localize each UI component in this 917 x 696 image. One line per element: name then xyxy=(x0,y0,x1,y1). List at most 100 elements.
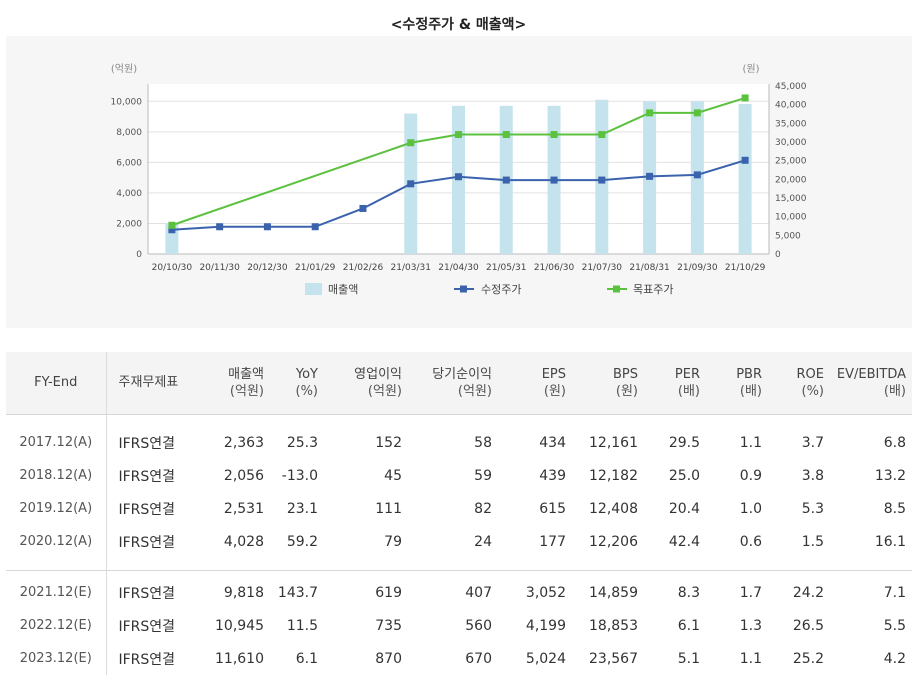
table-cell: 615 xyxy=(539,500,566,517)
table-cell: 11,610 xyxy=(215,650,264,667)
table-cell: 870 xyxy=(375,650,402,667)
legend-price-label: 수정주가 xyxy=(481,283,521,296)
column-header-label: PER xyxy=(674,366,700,382)
column-header-label: 주재무제표 xyxy=(118,375,179,391)
column-header: EPS (원) xyxy=(498,352,572,415)
adjusted-price-point xyxy=(693,171,701,179)
table-cell: 670 xyxy=(465,650,492,667)
x-tick-label: 20/12/30 xyxy=(247,263,288,273)
target-price-point xyxy=(455,131,462,139)
sales-bar xyxy=(738,104,752,254)
table-cell: 25.0 xyxy=(668,467,700,484)
left-tick-label: 8,000 xyxy=(116,128,142,138)
column-header-label: EV/EBITDA xyxy=(836,366,906,382)
x-tick-label: 21/05/31 xyxy=(486,263,526,273)
table-cell: 2019.12(A) xyxy=(6,492,107,525)
table-cell: 13.2 xyxy=(874,467,906,484)
left-axis-unit: (억원) xyxy=(111,63,137,75)
column-header-label: 영업이익 xyxy=(354,366,402,382)
table-cell: 0.9 xyxy=(739,467,762,484)
table-cell: 24.2 xyxy=(792,584,824,601)
table-cell: 2,363 xyxy=(223,434,264,451)
financial-table: FY-End 주재무제표 매출액 (억원) YoY (%) 영업이익 (억원) 당기순이익 (억원… xyxy=(6,352,912,675)
left-tick-label: 0 xyxy=(136,250,142,260)
legend-sales-swatch xyxy=(305,283,322,295)
spacer-row xyxy=(6,414,912,426)
table-cell: 0.6 xyxy=(739,533,762,550)
table-cell: 23.1 xyxy=(286,500,318,517)
table-cell: 29.5 xyxy=(668,434,700,451)
target-price-point xyxy=(646,109,654,117)
column-header-unit: (배) xyxy=(883,383,906,399)
table-cell: 4.2 xyxy=(883,650,906,667)
table-cell: 177 xyxy=(539,533,566,550)
table-cell: 24 xyxy=(474,533,492,550)
right-tick-label: 30,000 xyxy=(775,138,807,148)
target-price-point xyxy=(502,131,510,139)
table-cell: 79 xyxy=(384,533,402,550)
table-cell: 439 xyxy=(539,467,566,484)
table-cell: 1.5 xyxy=(801,533,824,550)
table-row: 2021.12(E) IFRS연결 9,818 143.7 619 407 3,052 14,… xyxy=(6,576,912,609)
column-header-label: BPS xyxy=(612,366,638,382)
adjusted-price-point xyxy=(216,223,224,231)
table-cell: 25.2 xyxy=(792,650,824,667)
table-cell: 2020.12(A) xyxy=(6,525,107,558)
table-cell: 58 xyxy=(474,434,492,451)
table-cell: 4,199 xyxy=(525,617,566,634)
x-tick-label: 21/06/30 xyxy=(534,263,575,273)
table-cell: 6.1 xyxy=(677,617,700,634)
table-cell: 1.3 xyxy=(739,617,762,634)
table-cell: 12,182 xyxy=(589,467,638,484)
x-tick-label: 21/07/30 xyxy=(582,263,623,273)
table-cell: 2,531 xyxy=(223,500,264,517)
adjusted-price-point xyxy=(455,173,462,181)
table-cell: 5.1 xyxy=(677,650,700,667)
column-header: ROE (%) xyxy=(768,352,830,415)
right-tick-label: 20,000 xyxy=(775,175,807,185)
table-cell: 143.7 xyxy=(277,584,318,601)
table-row: 2023.12(E) IFRS연결 11,610 6.1 870 670 5,024 23,5… xyxy=(6,642,912,675)
column-header: PBR (배) xyxy=(706,352,768,415)
adjusted-price-point xyxy=(598,176,606,184)
table-cell: 26.5 xyxy=(792,617,824,634)
x-tick-label: 21/04/30 xyxy=(438,263,479,273)
x-tick-label: 21/08/31 xyxy=(629,263,669,273)
right-tick-label: 10,000 xyxy=(775,213,807,223)
x-tick-label: 20/11/30 xyxy=(199,263,240,273)
column-header-unit: (%) xyxy=(295,383,319,399)
table-cell: 9,818 xyxy=(223,584,264,601)
column-header-label: FY-End xyxy=(34,375,78,391)
adjusted-price-point xyxy=(168,226,176,234)
table-cell: 1.1 xyxy=(739,650,762,667)
right-tick-label: 5,000 xyxy=(775,231,801,241)
column-header: FY-End xyxy=(6,352,107,415)
table-cell: 3.8 xyxy=(801,467,824,484)
legend-price-marker xyxy=(460,285,467,293)
x-tick-label: 21/01/29 xyxy=(295,263,336,273)
adjusted-price-point xyxy=(263,223,271,231)
table-cell: 11.5 xyxy=(286,617,318,634)
table-row: 2019.12(A) IFRS연결 2,531 23.1 111 82 615 12,408 2… xyxy=(6,492,912,525)
column-header-label: YoY xyxy=(295,366,318,382)
table-cell: IFRS연결 xyxy=(118,618,176,635)
column-header-unit: (억원) xyxy=(457,383,492,399)
table-cell: 42.4 xyxy=(668,533,700,550)
legend-sales-label: 매출액 xyxy=(328,283,358,296)
table-cell: 1.7 xyxy=(739,584,762,601)
right-tick-label: 15,000 xyxy=(775,194,807,204)
table-cell: IFRS연결 xyxy=(118,435,176,452)
table-cell: 3.7 xyxy=(801,434,824,451)
column-header: PER (배) xyxy=(644,352,706,415)
adjusted-price-point xyxy=(359,204,367,212)
table-cell: IFRS연결 xyxy=(118,585,176,602)
right-tick-label: 45,000 xyxy=(775,82,807,92)
right-tick-label: 35,000 xyxy=(775,119,807,129)
table-cell: 560 xyxy=(465,617,492,634)
column-header: 매출액 (억원) xyxy=(200,352,270,415)
table-row: 2022.12(E) IFRS연결 10,945 11.5 735 560 4,199 18,… xyxy=(6,609,912,642)
table-cell: 14,859 xyxy=(589,584,638,601)
right-tick-label: 0 xyxy=(775,250,781,260)
table-cell: 3,052 xyxy=(525,584,566,601)
column-header-unit: (배) xyxy=(677,383,700,399)
